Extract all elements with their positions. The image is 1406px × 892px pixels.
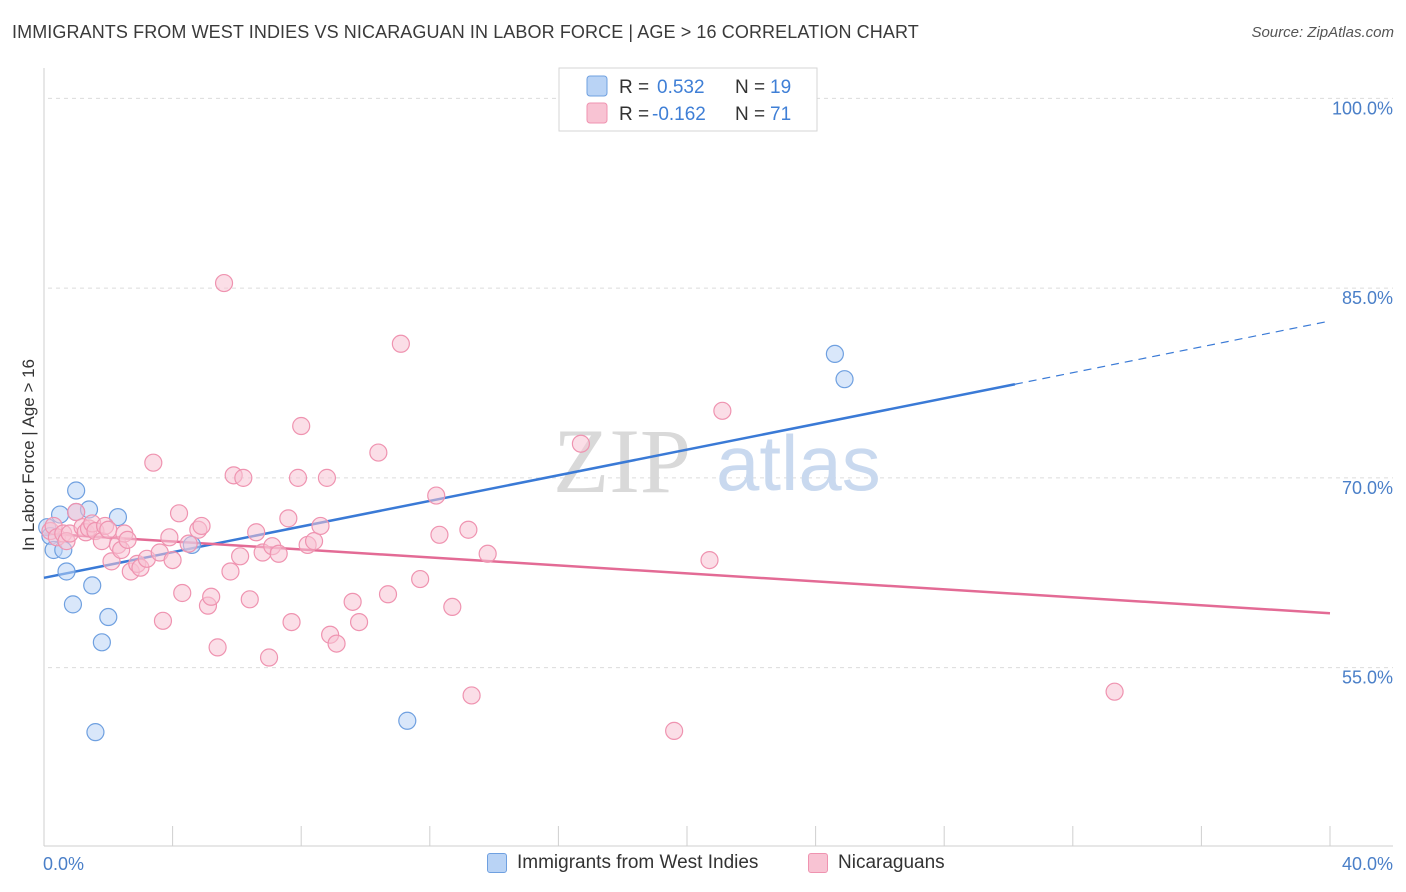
data-point-pink (292, 416, 311, 436)
trend-line-blue (43, 383, 1016, 580)
legend-r-value: 0.532 (657, 77, 705, 98)
data-point-pink (343, 592, 362, 611)
data-point-pink (144, 453, 163, 472)
data-point-pink (67, 502, 86, 522)
data-point-blue (57, 562, 76, 581)
data-point-pink (391, 334, 410, 353)
legend-label-west-indies: Immigrants from West Indies (517, 852, 759, 873)
data-point-pink (282, 612, 301, 632)
data-point-pink (700, 551, 719, 570)
data-point-pink (192, 516, 211, 536)
data-point-blue (99, 607, 118, 627)
data-point-pink (240, 590, 259, 609)
data-point-pink (713, 401, 732, 420)
data-point-pink (1105, 682, 1124, 701)
data-point-pink (462, 686, 481, 705)
legend-r-label: R = (619, 77, 649, 98)
data-point-pink (163, 551, 182, 570)
correlation-legend: R = 0.532 N = 19 R = -0.162 N = 71 (558, 67, 818, 132)
y-tick-label: 100.0% (1332, 98, 1393, 118)
data-point-blue (92, 633, 111, 652)
data-point-pink (231, 547, 250, 566)
watermark-atlas: atlas (716, 419, 881, 507)
data-point-pink (478, 544, 497, 563)
legend-label-nicaraguans: Nicaraguans (838, 852, 945, 873)
data-point-pink (430, 525, 449, 544)
data-point-pink (269, 544, 288, 563)
data-point-pink (279, 509, 298, 528)
data-point-pink (349, 612, 369, 632)
data-point-blue (835, 370, 854, 389)
legend-r-value: -0.162 (652, 104, 706, 125)
data-point-pink (317, 468, 337, 487)
legend-item-nicaraguans: Nicaraguans (808, 852, 945, 874)
legend-r-label: R = (619, 104, 649, 125)
axes (43, 68, 1393, 847)
legend-swatch-nicaraguans (808, 853, 828, 873)
x-tick-min: 0.0% (43, 854, 84, 874)
data-point-pink (378, 585, 398, 604)
y-tick-labels: 55.0% 70.0% 85.0% 100.0% (1332, 98, 1393, 687)
data-point-blue (83, 576, 102, 595)
data-point-pink (327, 634, 346, 653)
data-point-blue (86, 723, 105, 742)
legend-item-west-indies: Immigrants from West Indies (487, 852, 758, 874)
data-point-blue (63, 595, 83, 614)
data-point-pink (160, 528, 179, 547)
x-tick-max: 40.0% (1342, 854, 1393, 874)
data-point-pink (443, 597, 462, 617)
data-point-pink (153, 611, 173, 630)
data-point-pink (411, 569, 430, 589)
data-point-pink (288, 468, 308, 487)
data-point-pink (179, 534, 198, 553)
chart-title: IMMIGRANTS FROM WEST INDIES VS NICARAGUA… (12, 22, 919, 42)
data-point-pink (173, 583, 192, 603)
legend-swatch-west-indies (487, 853, 507, 873)
y-tick-label: 55.0% (1342, 668, 1393, 688)
legend-n-label: N = (735, 104, 765, 125)
data-point-pink (665, 721, 684, 740)
data-point-pink (118, 530, 137, 549)
data-point-blue (108, 507, 128, 527)
data-point-pink (304, 532, 324, 551)
data-point-pink (459, 520, 478, 539)
legend-n-value: 19 (770, 77, 791, 98)
y-tick-label: 85.0% (1342, 288, 1393, 308)
watermark-zip: ZIP (553, 410, 691, 512)
data-point-pink (221, 562, 240, 581)
data-point-pink (202, 587, 221, 606)
source-credit: Source: ZipAtlas.com (1251, 24, 1394, 41)
y-axis-label: In Labor Force | Age > 16 (19, 359, 38, 551)
y-tick-label: 70.0% (1342, 478, 1393, 498)
gridlines (48, 97, 1393, 669)
series-legend: Immigrants from West Indies Nicaraguans (0, 852, 1406, 878)
data-point-pink (169, 504, 189, 523)
data-points (38, 273, 1124, 742)
data-point-pink (311, 516, 330, 536)
data-point-blue (398, 711, 417, 730)
data-point-blue (67, 481, 86, 500)
trend-extension-blue (1014, 320, 1331, 385)
data-point-blue (825, 344, 844, 363)
legend-swatch-pink (586, 102, 608, 124)
legend-n-label: N = (735, 77, 765, 98)
data-point-pink (99, 520, 118, 539)
legend-n-value: 71 (770, 104, 791, 125)
legend-swatch-blue (586, 75, 608, 97)
data-point-pink (214, 273, 234, 293)
data-point-pink (234, 468, 253, 487)
data-point-pink (208, 638, 227, 657)
data-point-pink (259, 648, 279, 667)
data-point-pink (369, 443, 388, 462)
data-point-pink (571, 434, 591, 453)
data-point-pink (427, 486, 446, 505)
data-point-pink (247, 523, 266, 542)
